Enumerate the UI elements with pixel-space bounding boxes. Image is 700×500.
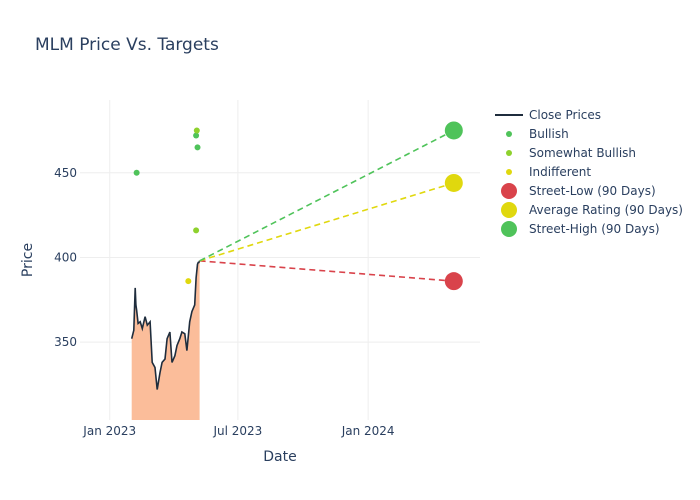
y-tick-label: 400 <box>54 250 77 264</box>
target-trend-line <box>199 182 455 262</box>
x-tick-label: Jan 2024 <box>341 424 395 438</box>
x-axis-title: Date <box>263 449 296 465</box>
legend-marker-swatch <box>501 183 517 199</box>
legend-label: Street-Low (90 Days) <box>529 184 656 198</box>
legend-marker-swatch <box>501 202 517 218</box>
target-marker <box>444 173 463 192</box>
y-tick-label: 350 <box>54 335 77 349</box>
close-price-series <box>130 260 201 390</box>
rating-point <box>133 169 140 176</box>
legend-label: Street-High (90 Days) <box>529 222 660 236</box>
y-tick-label: 450 <box>54 166 77 180</box>
rating-point <box>194 144 201 151</box>
y-axis-ticks: 350 400 450 <box>54 166 77 349</box>
close-price-area <box>131 260 200 420</box>
x-tick-label: Jul 2023 <box>212 424 262 438</box>
legend-label: Somewhat Bullish <box>529 146 636 160</box>
legend-label: Close Prices <box>529 108 601 122</box>
close-price-line <box>130 260 201 390</box>
legend-dot-swatch <box>506 131 512 137</box>
target-marker <box>444 272 463 291</box>
legend-label: Bullish <box>529 127 569 141</box>
legend-label: Average Rating (90 Days) <box>529 203 683 217</box>
rating-point <box>185 278 192 285</box>
x-axis-ticks: Jan 2023 Jul 2023 Jan 2024 <box>82 424 394 438</box>
rating-point <box>193 127 200 134</box>
legend-marker-swatch <box>501 221 517 237</box>
target-trend-line <box>199 129 455 262</box>
chart-legend: Close Prices Bullish Somewhat Bullish Indif… <box>495 108 683 237</box>
target-markers <box>444 121 463 291</box>
chart-title: MLM Price Vs. Targets <box>35 35 219 55</box>
x-tick-label: Jan 2023 <box>82 424 136 438</box>
rating-point <box>193 227 200 234</box>
legend-dot-swatch <box>506 169 512 175</box>
legend-label: Indifferent <box>529 165 591 179</box>
y-axis-title: Price <box>20 243 36 277</box>
target-trend-line <box>199 260 454 282</box>
close-price-fill <box>131 260 200 420</box>
target-marker <box>444 121 463 140</box>
rating-points <box>133 127 201 285</box>
legend-dot-swatch <box>506 150 512 156</box>
target-trend-lines <box>199 129 455 282</box>
rating-point <box>193 132 200 139</box>
